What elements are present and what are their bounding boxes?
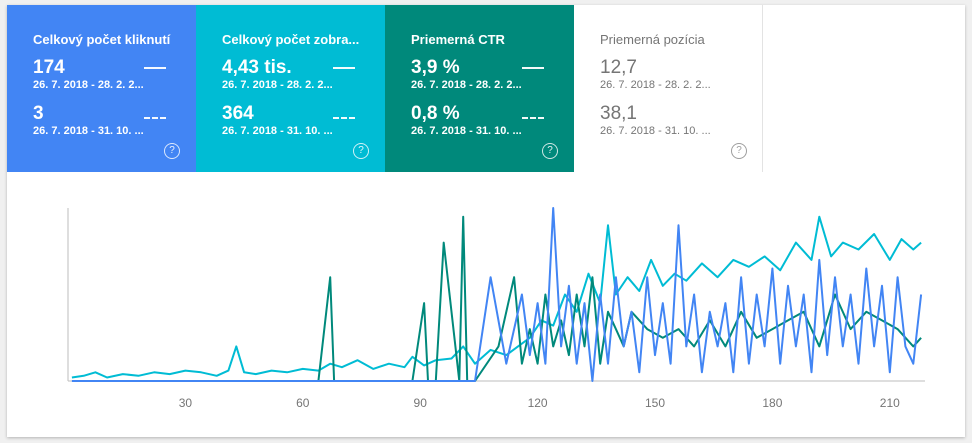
help-icon[interactable]: ? xyxy=(542,143,558,159)
tile-title: Celkový počet zobra... xyxy=(222,32,360,47)
x-tick-label: 150 xyxy=(645,396,665,410)
x-tick-label: 120 xyxy=(528,396,548,410)
solid-line-legend-icon xyxy=(522,67,544,69)
tile-range-compare: 26. 7. 2018 - 31. 10. ... xyxy=(411,125,522,137)
series-layer xyxy=(71,207,923,382)
dashed-line-legend-icon xyxy=(522,117,544,119)
solid-line-legend-icon xyxy=(333,67,355,69)
tile-title: Priemerná CTR xyxy=(411,32,505,47)
x-tick-label: 210 xyxy=(880,396,900,410)
x-tick-label: 60 xyxy=(296,396,310,410)
series-line-clicks xyxy=(71,207,923,382)
help-icon[interactable]: ? xyxy=(353,143,369,159)
series-line-impressions xyxy=(71,215,922,379)
dashed-line-legend-icon xyxy=(144,117,166,119)
x-tick-label: 180 xyxy=(762,396,782,410)
help-icon[interactable]: ? xyxy=(164,143,180,159)
tile-value-compare: 364 xyxy=(222,103,254,124)
metric-tiles: Celkový počet kliknutí 174 26. 7. 2018 -… xyxy=(7,5,763,172)
tile-total-impressions[interactable]: Celkový počet zobra... 4,43 tis. 26. 7. … xyxy=(196,5,385,172)
tile-value-primary: 4,43 tis. xyxy=(222,57,292,78)
tile-average-ctr[interactable]: Priemerná CTR 3,9 % 26. 7. 2018 - 28. 2.… xyxy=(385,5,574,172)
x-tick-labels: 30 60 90 120 150 180 210 xyxy=(179,396,900,410)
tile-range-primary: 26. 7. 2018 - 28. 2. 2... xyxy=(33,79,144,91)
tile-value-primary: 174 xyxy=(33,57,65,78)
tile-range-compare: 26. 7. 2018 - 31. 10. ... xyxy=(33,125,144,137)
tile-value-compare: 0,8 % xyxy=(411,103,460,124)
tile-title: Celkový počet kliknutí xyxy=(33,32,171,47)
tile-value-compare: 38,1 xyxy=(600,103,637,124)
tile-range-compare: 26. 7. 2018 - 31. 10. ... xyxy=(600,125,711,137)
tile-total-clicks[interactable]: Celkový počet kliknutí 174 26. 7. 2018 -… xyxy=(7,5,196,172)
performance-line-chart[interactable]: 30 60 90 120 150 180 210 xyxy=(7,185,965,430)
dashed-line-legend-icon xyxy=(333,117,355,119)
tile-value-primary: 3,9 % xyxy=(411,57,460,78)
series-line-ctr xyxy=(302,215,922,382)
tile-average-position[interactable]: Priemerná pozícia 12,7 26. 7. 2018 - 28.… xyxy=(574,5,763,172)
tile-range-primary: 26. 7. 2018 - 28. 2. 2... xyxy=(600,79,711,91)
tile-range-primary: 26. 7. 2018 - 28. 2. 2... xyxy=(411,79,522,91)
tile-value-compare: 3 xyxy=(33,103,44,124)
x-tick-label: 30 xyxy=(179,396,193,410)
help-icon[interactable]: ? xyxy=(731,143,747,159)
x-tick-label: 90 xyxy=(414,396,428,410)
tile-title: Priemerná pozícia xyxy=(600,32,705,47)
tile-range-primary: 26. 7. 2018 - 28. 2. 2... xyxy=(222,79,333,91)
performance-card: Celkový počet kliknutí 174 26. 7. 2018 -… xyxy=(7,5,965,437)
solid-line-legend-icon xyxy=(144,67,166,69)
tile-range-compare: 26. 7. 2018 - 31. 10. ... xyxy=(222,125,333,137)
tile-value-primary: 12,7 xyxy=(600,57,637,78)
